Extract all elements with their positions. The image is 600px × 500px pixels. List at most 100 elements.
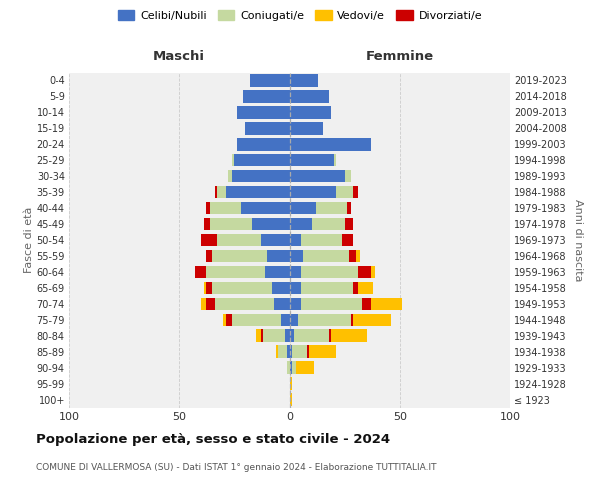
Bar xyxy=(290,234,301,246)
Bar xyxy=(226,186,290,198)
Bar xyxy=(347,202,351,214)
Bar xyxy=(272,282,290,294)
Bar xyxy=(268,250,290,262)
Bar xyxy=(194,266,206,278)
Bar xyxy=(252,218,290,230)
Bar xyxy=(311,218,344,230)
Bar xyxy=(290,298,301,310)
Bar xyxy=(290,314,298,326)
Bar xyxy=(290,218,311,230)
Bar xyxy=(261,330,263,342)
Bar xyxy=(290,170,344,182)
Bar xyxy=(301,234,343,246)
Text: Femmine: Femmine xyxy=(365,50,434,62)
Bar xyxy=(215,298,274,310)
Bar xyxy=(290,202,316,214)
Bar xyxy=(206,250,212,262)
Y-axis label: Fasce di età: Fasce di età xyxy=(23,207,34,273)
Bar xyxy=(206,282,212,294)
Bar xyxy=(301,298,362,310)
Bar xyxy=(232,314,281,326)
Bar xyxy=(235,154,290,166)
Bar xyxy=(358,266,371,278)
Bar xyxy=(371,298,402,310)
Legend: Celibi/Nubili, Coniugati/e, Vedovi/e, Divorziati/e: Celibi/Nubili, Coniugati/e, Vedovi/e, Di… xyxy=(113,6,487,25)
Bar xyxy=(294,330,329,342)
Bar xyxy=(329,330,331,342)
Bar xyxy=(276,346,278,358)
Bar xyxy=(261,234,290,246)
Bar xyxy=(278,346,287,358)
Bar xyxy=(256,330,261,342)
Bar xyxy=(290,394,292,406)
Bar xyxy=(290,362,292,374)
Bar xyxy=(215,186,217,198)
Bar xyxy=(203,218,210,230)
Bar xyxy=(290,186,336,198)
Bar xyxy=(290,138,371,150)
Bar xyxy=(336,186,353,198)
Y-axis label: Anni di nascita: Anni di nascita xyxy=(572,198,583,281)
Bar xyxy=(290,250,303,262)
Bar xyxy=(351,314,353,326)
Bar xyxy=(202,298,206,310)
Bar xyxy=(353,186,358,198)
Bar xyxy=(274,298,290,310)
Bar xyxy=(316,202,347,214)
Bar xyxy=(287,346,290,358)
Bar xyxy=(331,330,367,342)
Bar xyxy=(202,234,217,246)
Bar xyxy=(290,378,292,390)
Bar xyxy=(281,314,290,326)
Bar xyxy=(296,362,314,374)
Text: Popolazione per età, sesso e stato civile - 2024: Popolazione per età, sesso e stato civil… xyxy=(36,432,390,446)
Bar xyxy=(210,218,252,230)
Bar xyxy=(290,266,301,278)
Text: Maschi: Maschi xyxy=(153,50,205,62)
Bar xyxy=(353,282,358,294)
Bar xyxy=(290,106,331,118)
Bar xyxy=(298,314,351,326)
Bar xyxy=(210,202,241,214)
Bar xyxy=(263,330,285,342)
Bar xyxy=(292,346,307,358)
Bar xyxy=(212,282,272,294)
Bar xyxy=(232,154,235,166)
Bar xyxy=(353,314,391,326)
Bar xyxy=(245,122,290,134)
Bar xyxy=(203,282,206,294)
Bar xyxy=(236,138,290,150)
Bar xyxy=(290,282,301,294)
Bar xyxy=(206,266,265,278)
Bar xyxy=(290,330,294,342)
Bar xyxy=(212,250,268,262)
Bar xyxy=(334,154,336,166)
Bar xyxy=(344,218,353,230)
Bar xyxy=(287,362,290,374)
Text: COMUNE DI VALLERMOSA (SU) - Dati ISTAT 1° gennaio 2024 - Elaborazione TUTTITALIA: COMUNE DI VALLERMOSA (SU) - Dati ISTAT 1… xyxy=(36,462,437,471)
Bar xyxy=(223,314,226,326)
Bar xyxy=(356,250,360,262)
Bar xyxy=(290,154,334,166)
Bar xyxy=(301,282,353,294)
Bar xyxy=(371,266,376,278)
Bar xyxy=(285,330,290,342)
Bar xyxy=(236,106,290,118)
Bar xyxy=(232,170,290,182)
Bar xyxy=(228,170,232,182)
Bar xyxy=(310,346,336,358)
Bar xyxy=(241,202,290,214)
Bar xyxy=(226,314,232,326)
Bar xyxy=(358,282,373,294)
Bar xyxy=(290,122,323,134)
Bar xyxy=(303,250,349,262)
Bar xyxy=(265,266,290,278)
Bar xyxy=(301,266,358,278)
Bar xyxy=(217,186,226,198)
Bar xyxy=(343,234,353,246)
Bar xyxy=(292,362,296,374)
Bar xyxy=(290,90,329,102)
Bar xyxy=(243,90,290,102)
Bar xyxy=(250,74,290,86)
Bar xyxy=(290,74,318,86)
